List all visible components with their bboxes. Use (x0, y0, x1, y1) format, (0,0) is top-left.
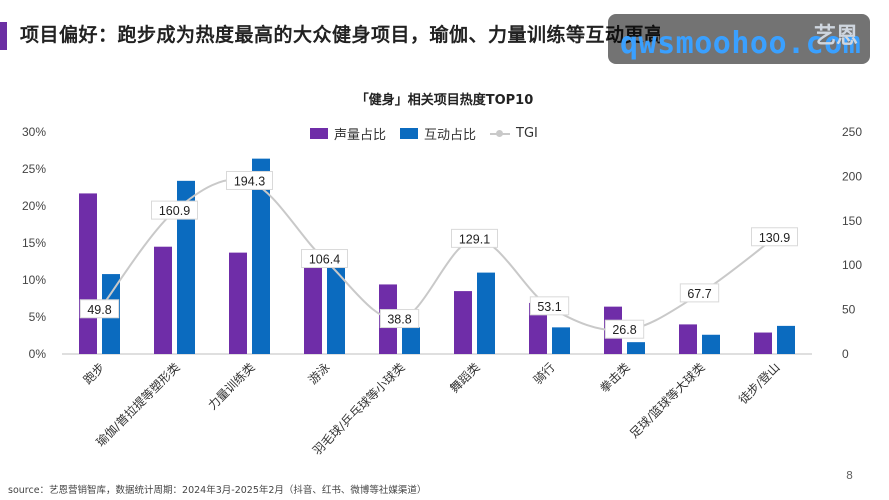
tgi-label-box (379, 309, 420, 329)
bar-voice-share (529, 302, 547, 354)
tgi-data-label: 67.7 (687, 287, 711, 301)
bar-interaction-share (177, 180, 195, 354)
tgi-line (98, 178, 776, 332)
x-category-label: 足球/篮球等大球类 (626, 360, 707, 441)
bar-voice-share (154, 246, 172, 354)
legend-item-voice: 声量占比 (310, 124, 386, 143)
tgi-label-box (451, 228, 498, 248)
y-left-tick-label: 0% (29, 347, 47, 361)
tgi-data-label: 53.1 (537, 300, 561, 314)
tgi-data-label: 129.1 (459, 232, 490, 246)
y-left-tick-label: 20% (22, 199, 46, 213)
y-right-tick-label: 0 (842, 347, 849, 361)
y-left-tick-label: 10% (22, 273, 46, 287)
source-note: source：艺恩营销智库，数据统计周期：2024年3月-2025年2月（抖音、… (8, 485, 427, 496)
tgi-data-label: 130.9 (759, 231, 790, 245)
x-category-label: 跑步 (81, 360, 108, 387)
tgi-label-box (79, 299, 120, 319)
tgi-label-box (151, 200, 198, 220)
x-category-label: 舞蹈类 (447, 360, 482, 395)
tgi-label-box (751, 227, 798, 247)
bar-voice-share (679, 324, 697, 354)
tgi-label-box (679, 283, 720, 303)
tgi-data-label: 160.9 (159, 204, 190, 218)
y-right-tick-label: 150 (842, 214, 862, 228)
bar-voice-share (79, 193, 97, 354)
y-left-tick-label: 5% (29, 310, 47, 324)
title-accent-bar (0, 22, 7, 50)
brand-logo: 艺恩 (813, 24, 858, 49)
tgi-label-box (529, 296, 570, 316)
bar-voice-share (304, 266, 322, 354)
tgi-data-label: 38.8 (387, 313, 411, 327)
y-right-tick-label: 50 (842, 303, 856, 317)
x-category-label: 徒步/登山 (735, 360, 782, 407)
x-category-label: 骑行 (531, 360, 558, 387)
legend-item-interaction: 互动占比 (400, 124, 476, 143)
bar-interaction-share (477, 272, 495, 354)
bar-interaction-share (402, 327, 420, 354)
y-right-tick-label: 100 (842, 258, 862, 272)
x-category-label: 瑜伽/普拉提等塑形类 (93, 360, 183, 450)
page-number: 8 (846, 469, 853, 482)
bar-voice-share (454, 291, 472, 354)
legend-label-voice: 声量占比 (334, 127, 387, 143)
tgi-label-box (604, 319, 645, 339)
bar-voice-share (754, 332, 772, 354)
x-category-label: 力量训练类 (205, 360, 258, 413)
tgi-data-label: 49.8 (87, 303, 111, 317)
y-left-tick-label: 25% (22, 162, 46, 176)
legend-swatch-tgi (490, 128, 511, 139)
chart-legend: 声量占比 互动占比 TGI (310, 123, 580, 143)
legend-label-interaction: 互动占比 (424, 127, 477, 143)
tgi-label-box (301, 249, 348, 269)
y-left-tick-label: 15% (22, 236, 46, 250)
bar-interaction-share (252, 158, 270, 354)
legend-label-tgi: TGI (516, 125, 538, 141)
tgi-label-box (226, 170, 273, 190)
tgi-data-label: 26.8 (612, 323, 636, 337)
y-left-tick-label: 30% (22, 125, 46, 139)
bar-interaction-share (627, 342, 645, 354)
bar-interaction-share (777, 325, 795, 354)
bar-interaction-share (327, 267, 345, 354)
legend-swatch-voice (310, 127, 328, 139)
tgi-data-label: 194.3 (234, 174, 265, 188)
brand-overlay: qwsmoohoo.com 艺恩 (608, 14, 870, 64)
bar-interaction-share (552, 327, 570, 354)
bar-voice-share (229, 252, 247, 354)
legend-item-tgi: TGI (490, 126, 538, 141)
watermark-text: qwsmoohoo.com (620, 26, 862, 61)
tgi-data-label: 106.4 (309, 253, 340, 267)
legend-swatch-interaction (400, 127, 419, 139)
page-title: 项目偏好：跑步成为热度最高的大众健身项目，瑜伽、力量训练等互动更高 (20, 24, 660, 46)
chart-title: 「健身」相关项目热度TOP10 (355, 93, 534, 108)
y-right-tick-label: 200 (842, 169, 862, 183)
bar-interaction-share (702, 334, 720, 354)
x-category-label: 游泳 (306, 360, 333, 387)
x-category-label: 拳击类 (597, 360, 633, 396)
y-right-tick-label: 250 (842, 125, 862, 139)
